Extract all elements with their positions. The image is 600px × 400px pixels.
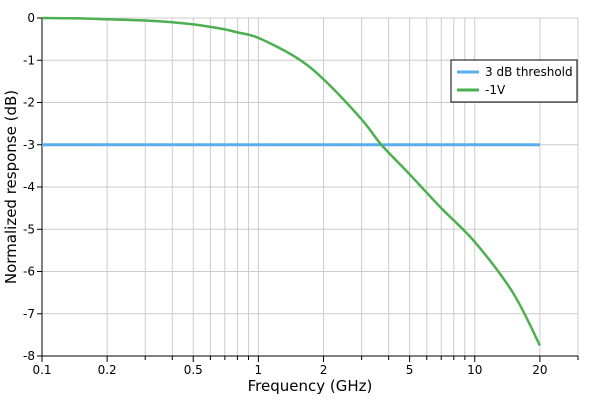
- y-tick-label: -4: [23, 180, 35, 194]
- x-tick-label: 0.2: [98, 363, 117, 377]
- x-axis-label: Frequency (GHz): [248, 377, 373, 395]
- legend-label: 3 dB threshold: [485, 65, 573, 79]
- legend: 3 dB threshold -1V: [450, 59, 578, 103]
- y-tick-label: -6: [23, 265, 35, 279]
- x-tick-label: 0.5: [184, 363, 203, 377]
- x-tick-label: 0.1: [32, 363, 51, 377]
- y-tick-label: -5: [23, 222, 35, 236]
- y-tick-label: -7: [23, 307, 35, 321]
- y-tick-label: -3: [23, 138, 35, 152]
- tick-labels: 0.1 0.2 0.5 1 2 5 10 20 0 -1 -2 -3 -4 -5 -6 -7 -8: [23, 11, 548, 377]
- x-tick-label: 10: [467, 363, 482, 377]
- y-axis-label: Normalized response (dB): [2, 90, 20, 284]
- y-tick-label: -8: [23, 349, 35, 363]
- y-tick-label: -2: [23, 96, 35, 110]
- legend-label: -1V: [485, 83, 506, 97]
- series-line-1: [41, 16, 542, 347]
- series-layer: [41, 16, 542, 347]
- axes: [37, 17, 579, 362]
- y-tick-label: -1: [23, 53, 35, 67]
- x-tick-label: 20: [532, 363, 547, 377]
- y-tick-label: 0: [27, 11, 35, 25]
- x-tick-label: 5: [406, 363, 414, 377]
- x-tick-label: 1: [255, 363, 263, 377]
- legend-box: [450, 59, 578, 103]
- x-tick-label: 2: [320, 363, 328, 377]
